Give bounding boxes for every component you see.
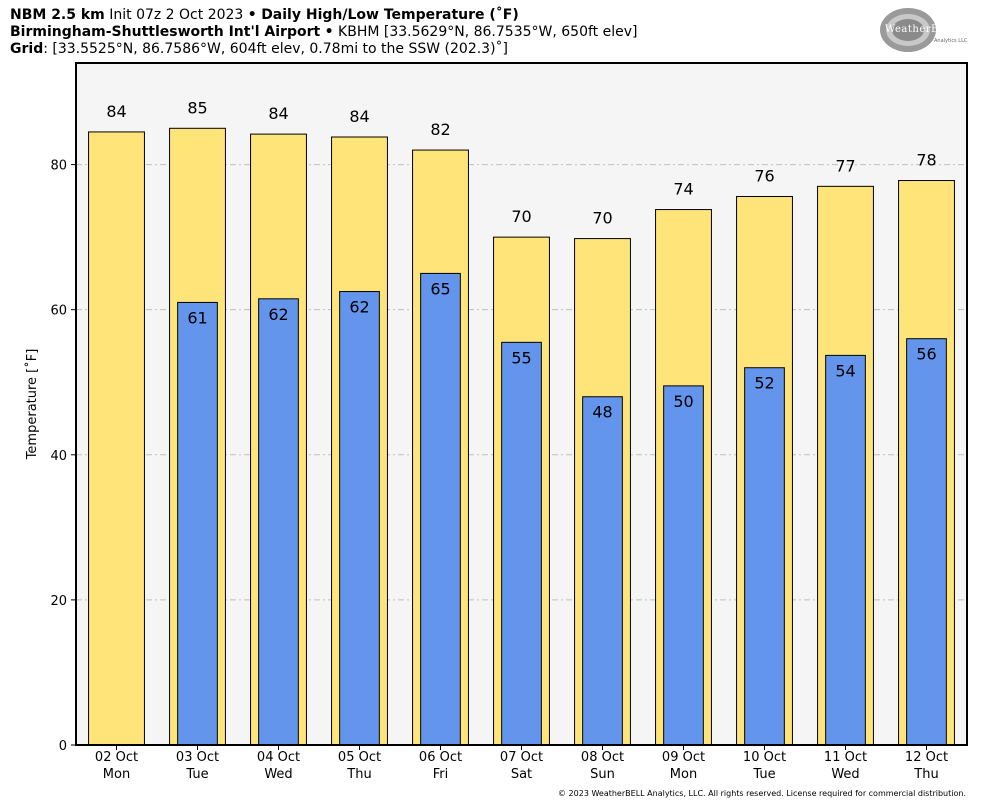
- x-tick-date: 05 Oct: [338, 750, 381, 765]
- x-tick-date: 10 Oct: [743, 750, 786, 765]
- high-value-label: 78: [916, 151, 936, 170]
- header-line-3: Grid: [33.5525°N, 86.7586°W, 604ft elev,…: [10, 41, 508, 57]
- x-tick-day: Tue: [185, 767, 208, 782]
- bullet: •: [247, 7, 257, 23]
- x-tick-date: 12 Oct: [905, 750, 948, 765]
- copyright-notice: © 2023 WeatherBELL Analytics, LLC. All r…: [558, 789, 966, 798]
- low-bar: [663, 385, 704, 746]
- low-bar: [906, 338, 947, 746]
- high-value-label: 84: [349, 107, 369, 126]
- logo-text: WeatherBELL: [885, 24, 961, 35]
- high-value-label: 76: [754, 166, 774, 185]
- y-tick-label: 40: [50, 449, 67, 464]
- high-value-label: 84: [106, 102, 126, 121]
- product-title: Daily High/Low Temperature (˚F): [261, 7, 519, 23]
- x-tick-day: Tue: [752, 767, 775, 782]
- low-value-label: 50: [673, 392, 693, 411]
- low-bar: [339, 291, 380, 746]
- station-name: Birmingham-Shuttlesworth Int'l Airport: [10, 24, 321, 40]
- x-tick-day: Mon: [670, 767, 697, 782]
- low-bar: [177, 301, 218, 746]
- x-tick-date: 08 Oct: [581, 750, 624, 765]
- high-value-label: 70: [511, 207, 531, 226]
- logo-subtext: Analytics LLC: [934, 38, 968, 44]
- x-tick-date: 06 Oct: [419, 750, 462, 765]
- grid-label: Grid: [10, 41, 44, 57]
- header-line-2: Birmingham-Shuttlesworth Int'l Airport •…: [10, 24, 637, 40]
- x-tick-date: 02 Oct: [95, 750, 138, 765]
- x-tick-day: Thu: [913, 767, 938, 782]
- x-tick-day: Sat: [511, 767, 532, 782]
- high-value-label: 77: [835, 156, 855, 175]
- x-tick-day: Thu: [346, 767, 371, 782]
- low-value-label: 62: [349, 298, 369, 317]
- low-value-label: 52: [754, 374, 774, 393]
- y-tick-label: 0: [59, 739, 67, 754]
- weatherbell-logo: WeatherBELL Analytics LLC: [878, 6, 968, 54]
- bullet: •: [324, 24, 334, 40]
- y-tick-label: 20: [50, 594, 67, 609]
- y-tick-label: 60: [50, 304, 67, 319]
- high-value-label: 70: [592, 209, 612, 228]
- high-value-label: 85: [187, 98, 207, 117]
- high-value-label: 82: [430, 120, 450, 139]
- x-tick-date: 04 Oct: [257, 750, 300, 765]
- low-value-label: 65: [430, 279, 450, 298]
- x-tick-day: Sun: [590, 767, 615, 782]
- low-bar: [258, 298, 299, 746]
- station-info: KBHM [33.5629°N, 86.7535°W, 650ft elev]: [338, 24, 638, 40]
- high-value-label: 74: [673, 180, 693, 199]
- low-bar: [744, 367, 785, 746]
- x-tick-day: Fri: [433, 767, 449, 782]
- low-value-label: 48: [592, 403, 612, 422]
- grid-info: : [33.5525°N, 86.7586°W, 604ft elev, 0.7…: [43, 41, 509, 57]
- low-bar: [420, 272, 461, 746]
- low-value-label: 61: [187, 308, 207, 327]
- low-bar: [825, 354, 866, 746]
- x-tick-date: 03 Oct: [176, 750, 219, 765]
- x-tick-date: 07 Oct: [500, 750, 543, 765]
- high-bar: [88, 131, 145, 746]
- low-value-label: 55: [511, 348, 531, 367]
- plot-frame: [75, 62, 968, 746]
- x-tick-date: 11 Oct: [824, 750, 867, 765]
- init-time: Init 07z 2 Oct 2023: [109, 7, 244, 23]
- low-value-label: 62: [268, 305, 288, 324]
- header-line-1: NBM 2.5 km Init 07z 2 Oct 2023 • Daily H…: [10, 7, 519, 23]
- y-tick-label: 80: [50, 159, 67, 174]
- low-bar: [501, 341, 542, 746]
- model-name: NBM 2.5 km: [10, 7, 105, 23]
- x-tick-day: Wed: [264, 767, 292, 782]
- x-tick-day: Wed: [831, 767, 859, 782]
- y-axis-label: Temperature [˚F]: [24, 349, 40, 461]
- high-value-label: 84: [268, 104, 288, 123]
- low-bar: [582, 396, 623, 746]
- x-tick-date: 09 Oct: [662, 750, 705, 765]
- x-tick-day: Mon: [103, 767, 130, 782]
- low-value-label: 56: [916, 345, 936, 364]
- low-value-label: 54: [835, 361, 855, 380]
- logo-swirl-icon: [880, 8, 936, 52]
